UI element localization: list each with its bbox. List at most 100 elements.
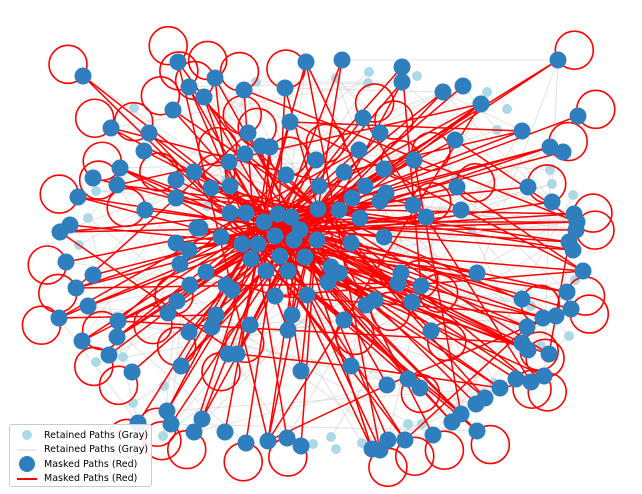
masked-self-loop [48, 44, 88, 85]
retained-edge [144, 209, 251, 326]
masked-node [164, 101, 182, 119]
retained-edge [432, 305, 532, 436]
masked-edge [338, 209, 570, 243]
masked-node [558, 283, 576, 301]
masked-node [140, 124, 158, 142]
masked-node [172, 357, 190, 375]
masked-node [167, 234, 185, 252]
retained-node [128, 398, 138, 408]
masked-node [513, 290, 531, 308]
retained-node [412, 71, 422, 81]
masked-node [298, 286, 316, 304]
retained-node [545, 165, 555, 175]
masked-node [237, 204, 255, 222]
retained-edge [471, 228, 523, 344]
masked-node [169, 53, 187, 71]
masked-node [335, 163, 353, 181]
masked-node [378, 376, 396, 394]
masked-node [233, 235, 251, 253]
masked-edge [317, 208, 432, 332]
retained-node [83, 213, 93, 223]
masked-node [377, 184, 395, 202]
masked-node [279, 262, 297, 280]
masked-node [111, 159, 129, 177]
masked-edge [274, 208, 319, 297]
masked-node [569, 107, 587, 125]
masked-node [135, 142, 153, 160]
masked-node [191, 219, 209, 237]
masked-node [371, 124, 389, 142]
masked-node [541, 138, 559, 156]
masked-self-loop [470, 424, 511, 465]
masked-node [220, 153, 238, 171]
retained-node [326, 432, 336, 442]
masked-node [180, 78, 198, 96]
masked-node [404, 196, 422, 214]
masked-node [379, 431, 397, 449]
masked-node [185, 163, 203, 181]
masked-node [519, 178, 537, 196]
masked-node [167, 189, 185, 207]
masked-node [350, 141, 368, 159]
masked-node [57, 253, 75, 271]
masked-edge [148, 132, 256, 245]
masked-node [452, 405, 470, 423]
masked-edge [277, 227, 332, 268]
masked-edge [175, 197, 319, 210]
masked-edge [193, 243, 256, 433]
masked-edge [289, 121, 584, 272]
masked-node [297, 53, 315, 71]
masked-node [212, 228, 230, 246]
masked-node [241, 316, 259, 334]
masked-node [239, 124, 257, 142]
masked-node [308, 231, 326, 249]
masked-node [343, 189, 361, 207]
retained-edge [166, 387, 501, 412]
masked-edge [177, 61, 269, 442]
legend-label: Masked Paths (Red) [44, 473, 138, 485]
legend: Retained Paths (Gray) Retained Paths (Gr… [9, 424, 152, 487]
masked-node [162, 415, 180, 433]
masked-node [168, 292, 186, 310]
masked-self-loop [98, 365, 139, 406]
masked-self-loop [305, 123, 346, 164]
masked-nodes-layer [50, 51, 592, 459]
masked-node [568, 213, 586, 231]
masked-edge [119, 167, 529, 351]
masked-node [219, 345, 237, 363]
masked-node [335, 311, 353, 329]
masked-node [195, 88, 213, 106]
retained-node [118, 352, 128, 362]
masked-node [167, 171, 185, 189]
masked-node [108, 328, 126, 346]
masked-node [181, 276, 199, 294]
masked-node [540, 345, 558, 363]
masked-self-loop [426, 321, 467, 362]
masked-edge [277, 59, 343, 229]
masked-edge [59, 227, 279, 233]
retained-edge [551, 59, 559, 185]
masked-node [476, 389, 494, 407]
masked-edge [305, 61, 381, 451]
masked-node [207, 306, 225, 324]
masked-node [543, 193, 561, 211]
masked-edge [413, 159, 462, 415]
masked-node [411, 379, 429, 397]
masked-edge [65, 221, 265, 263]
masked-node [424, 426, 442, 444]
masked-self-loop [374, 100, 414, 140]
masked-node [100, 346, 118, 364]
masked-node [422, 322, 440, 340]
masked-node [221, 204, 239, 222]
retained-edge [78, 244, 213, 328]
retained-node [482, 87, 492, 97]
masked-node [123, 363, 141, 381]
masked-edge [327, 281, 478, 432]
masked-node [185, 423, 203, 441]
legend-item-masked-node: Masked Paths (Red) [16, 456, 145, 473]
masked-node [84, 169, 102, 187]
masked-node [271, 247, 289, 265]
masked-node [278, 429, 296, 447]
masked-node [276, 79, 294, 97]
masked-node [180, 241, 198, 259]
